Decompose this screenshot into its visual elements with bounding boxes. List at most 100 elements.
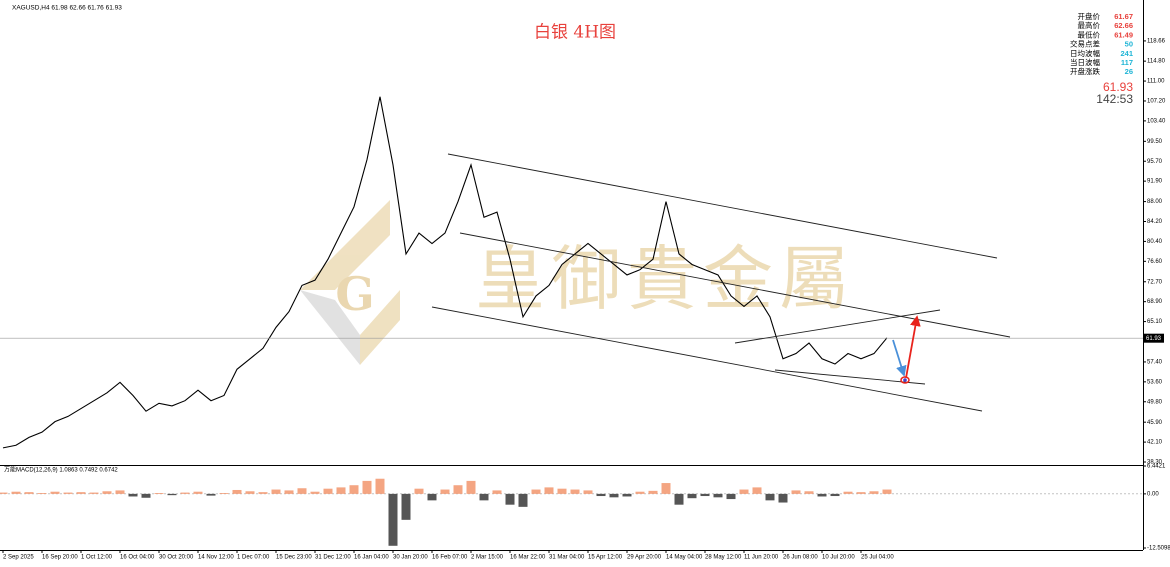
macd-bar [219,493,229,494]
trend-line [774,369,926,385]
y-tick-label: 107.20 [1147,99,1166,105]
y-tick-label: 68.90 [1147,299,1163,305]
x-tick-label: 29 Apr 20:00 [627,555,662,561]
forecast-arrow-down [892,339,907,377]
macd-bar [869,491,879,494]
info-value: 26 [1125,67,1133,76]
trend-line [734,309,941,344]
y-tick-label: 80.40 [1147,239,1163,245]
macd-bar [479,493,489,501]
macd-bar [154,493,164,494]
watermark-letter: G [335,267,374,321]
y-tick-label: 45.90 [1147,420,1163,426]
macd-bar [791,490,801,494]
macd-bar [388,493,398,546]
macd-bar [726,493,736,500]
macd-bar [648,490,658,494]
macd-bar [323,488,333,494]
macd-bar [115,490,125,494]
x-tick-label: 16 Feb 07:00 [432,555,468,561]
y-tick-label: 42.10 [1147,440,1163,446]
macd-bar [557,488,567,494]
macd-layer [0,478,1143,546]
macd-bar [284,490,294,494]
info-value: 241 [1120,49,1133,58]
x-tick-label: 14 May 04:00 [666,555,703,561]
x-tick-label: 2 Mar 15:00 [471,555,504,561]
macd-bar [427,493,437,501]
info-label: 日均波幅 [1070,48,1100,58]
macd-bar [206,493,216,496]
info-value: 61.49 [1114,30,1133,39]
watermark-text: 皇御貴金屬 [475,238,855,320]
y-tick-label: 111.00 [1147,79,1165,85]
x-tick-label: 16 Jan 04:00 [354,555,389,561]
current-price-label: 61.93 [1146,336,1162,342]
y-tick-label: 84.20 [1147,219,1163,225]
macd-bar [713,493,723,498]
x-tick-label: 30 Oct 20:00 [159,555,194,561]
macd-bar [89,492,99,494]
macd-bar [37,493,47,494]
macd-bar [804,491,814,494]
macd-bar [830,493,840,497]
info-value: 62.66 [1114,21,1133,30]
x-tick-label: 15 Dec 23:00 [276,555,312,561]
y-tick-label: 118.66 [1147,39,1166,45]
macd-bar [778,493,788,503]
y-tick-label: 88.00 [1147,199,1163,205]
macd-bar [687,493,697,499]
macd-bar [609,493,619,498]
y-tick-label: 99.50 [1147,139,1163,145]
x-tick-label: 1 Oct 12:00 [81,555,113,561]
y-tick-label: 91.90 [1147,179,1163,185]
macd-bar [141,493,151,498]
info-label: 开盘涨跌 [1070,66,1100,76]
x-tick-label: 28 May 12:00 [705,555,742,561]
x-tick-label: 11 Jun 20:00 [744,555,779,561]
info-panel: 开盘价 61.67 最高价 62.66 最低价 61.49 交易点差 50 日均波幅 241 当日波… [1070,11,1133,76]
y-tick-label: 0.00 [1147,491,1159,497]
macd-bar [401,493,411,520]
y-tick-label: 114.80 [1147,59,1166,65]
macd-bar [24,492,34,494]
macd-bar [76,492,86,494]
macd-bar [50,491,60,494]
macd-bar [180,492,190,494]
y-tick-label: 103.40 [1147,118,1166,124]
info-label: 交易点差 [1070,39,1100,49]
price-layer [0,96,1143,449]
macd-bar [570,489,580,494]
chart-title: 白银 4H图 [534,23,616,43]
macd-bar [297,488,307,494]
macd-bar [661,483,671,494]
macd-bar [102,491,112,494]
info-value: 50 [1125,40,1133,49]
macd-bar [492,490,502,494]
x-tick-label: 1 Dec 07:00 [237,555,270,561]
macd-bar [752,487,762,494]
macd-bar [622,493,632,497]
macd-bar [0,492,8,494]
macd-bar [843,491,853,494]
macd-bar [583,490,593,494]
macd-bar [414,488,424,494]
macd-bar [63,492,73,494]
macd-bar [674,493,684,505]
info-value: 61.67 [1114,12,1133,21]
macd-bar [336,487,346,494]
trend-line [447,153,998,259]
macd-bar [765,493,775,501]
target-dot [903,378,907,382]
x-tick-label: 31 Mar 04:00 [549,555,585,561]
x-tick-label: 16 Sep 20:00 [42,555,78,561]
info-value: 117 [1121,58,1133,67]
info-label: 最高价 [1078,20,1101,30]
info-label: 最低价 [1078,29,1101,39]
y-tick-label: 95.70 [1147,159,1163,165]
macd-bar [739,489,749,494]
x-tick-label: 10 Jul 20:00 [822,555,855,561]
macd-bar [466,480,476,494]
forecast-arrow-up [905,315,921,379]
